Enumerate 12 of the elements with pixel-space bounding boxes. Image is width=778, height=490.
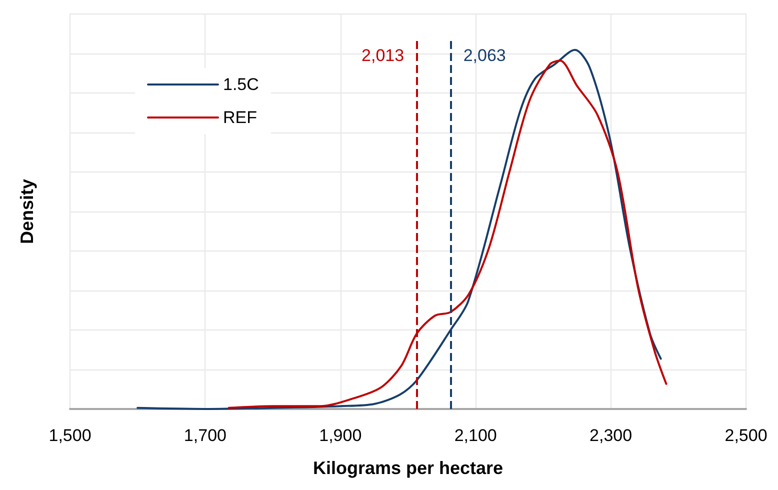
legend-label: 1.5C <box>223 75 259 94</box>
x-tick-label: 2,300 <box>590 426 632 445</box>
ref-line-label: 2,063 <box>463 46 506 66</box>
x-tick-label: 2,500 <box>724 426 768 445</box>
x-tick-label: 1,900 <box>319 426 362 445</box>
ref-line-label: 2,013 <box>362 46 404 66</box>
x-tick-label: 2,100 <box>454 426 497 445</box>
x-axis-title: Kilograms per hectare <box>312 458 504 478</box>
x-tick-label: 1,500 <box>48 426 92 445</box>
y-axis-title: Density <box>17 178 37 244</box>
legend-label: REF <box>223 108 257 127</box>
x-tick-label: 1,700 <box>184 426 226 445</box>
